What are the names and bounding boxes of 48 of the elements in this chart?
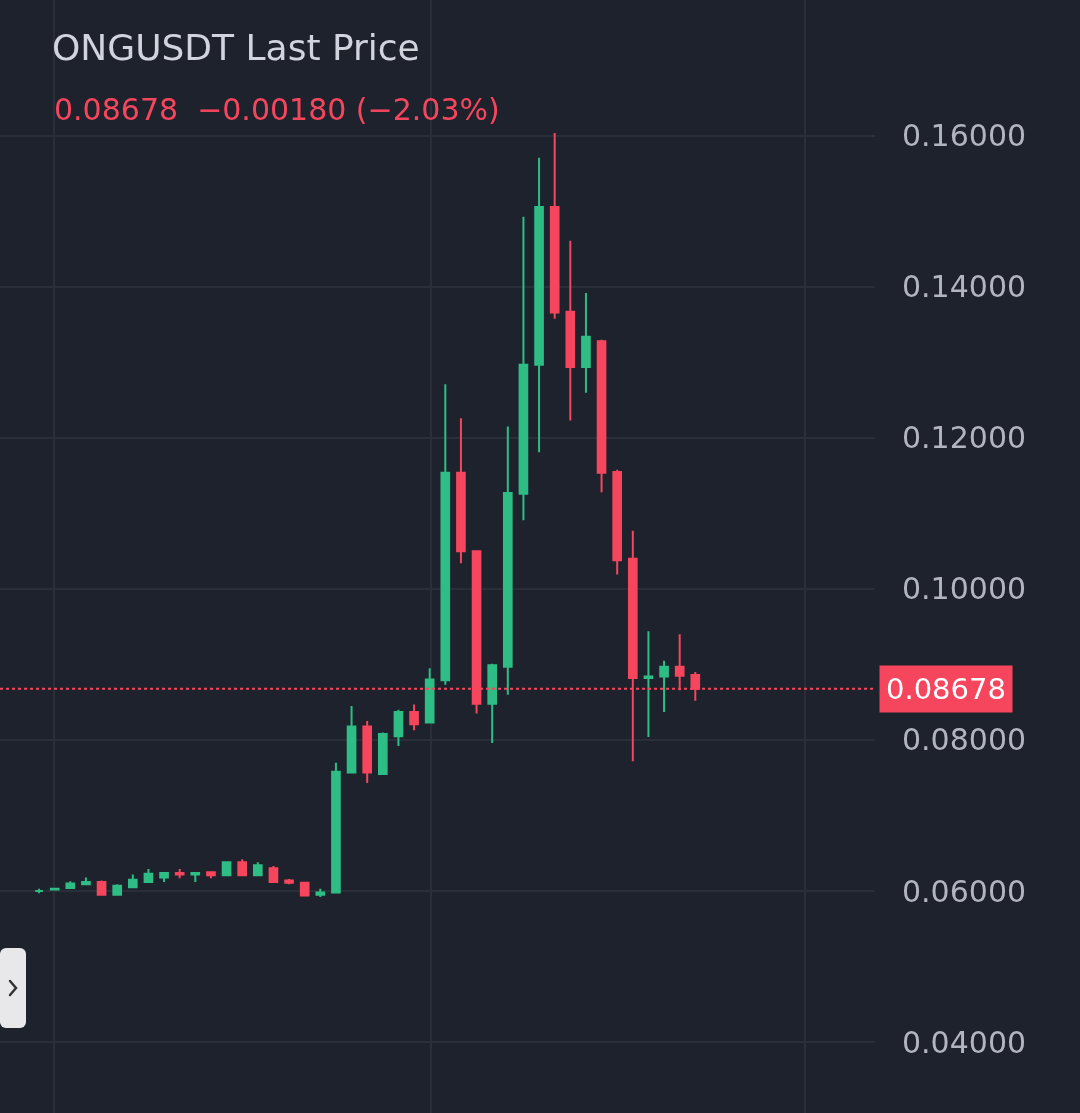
candlestick — [518, 215, 529, 522]
candlestick — [659, 659, 669, 714]
candlestick — [596, 338, 607, 494]
candlestick — [424, 667, 435, 725]
candlestick — [502, 425, 513, 696]
candlestick — [237, 858, 248, 877]
candlestick — [112, 883, 123, 896]
candlestick — [284, 877, 294, 886]
candlestick — [252, 861, 263, 877]
text: 0.08678 −0.00180 (−2.03%) — [54, 92, 500, 127]
candlestick — [487, 662, 498, 745]
y-tick-label: 0.06000 — [902, 873, 1027, 909]
candlestick — [409, 703, 419, 732]
y-tick-label: 0.16000 — [902, 118, 1027, 154]
candlestick — [221, 861, 232, 877]
candlestick — [643, 630, 654, 738]
ref-line-label: 0.08678 — [886, 672, 1006, 706]
candlestick — [206, 870, 216, 880]
candlestick — [315, 887, 326, 899]
y-tick-label: 0.12000 — [902, 420, 1027, 456]
candlestick — [143, 868, 154, 883]
candlestick — [362, 720, 373, 785]
candlestick — [393, 708, 404, 748]
candlestick — [549, 131, 560, 320]
candlestick — [96, 879, 107, 896]
candlestick — [331, 761, 341, 895]
candlestick — [174, 868, 185, 880]
candlestick — [268, 865, 279, 884]
candlestick — [127, 873, 138, 889]
candlestick — [159, 871, 169, 883]
candlestick — [34, 887, 44, 895]
candlestick — [299, 880, 310, 897]
candlestick — [456, 417, 466, 565]
candlestick — [534, 156, 544, 454]
candlestick — [65, 880, 76, 889]
candlestick — [377, 731, 388, 775]
text: ONGUSDT Last Price — [52, 26, 420, 68]
candlestick — [81, 876, 91, 886]
y-tick-label: 0.08000 — [902, 722, 1027, 758]
y-tick-label: 0.14000 — [902, 269, 1027, 305]
candlestick — [346, 705, 357, 774]
candlestick — [612, 468, 623, 576]
y-tick-label: 0.10000 — [902, 571, 1027, 607]
candlestick — [565, 239, 576, 422]
candlestick — [440, 383, 451, 686]
candlestick — [581, 291, 591, 394]
y-tick-label: 0.04000 — [902, 1024, 1027, 1060]
candlestick — [190, 871, 201, 883]
